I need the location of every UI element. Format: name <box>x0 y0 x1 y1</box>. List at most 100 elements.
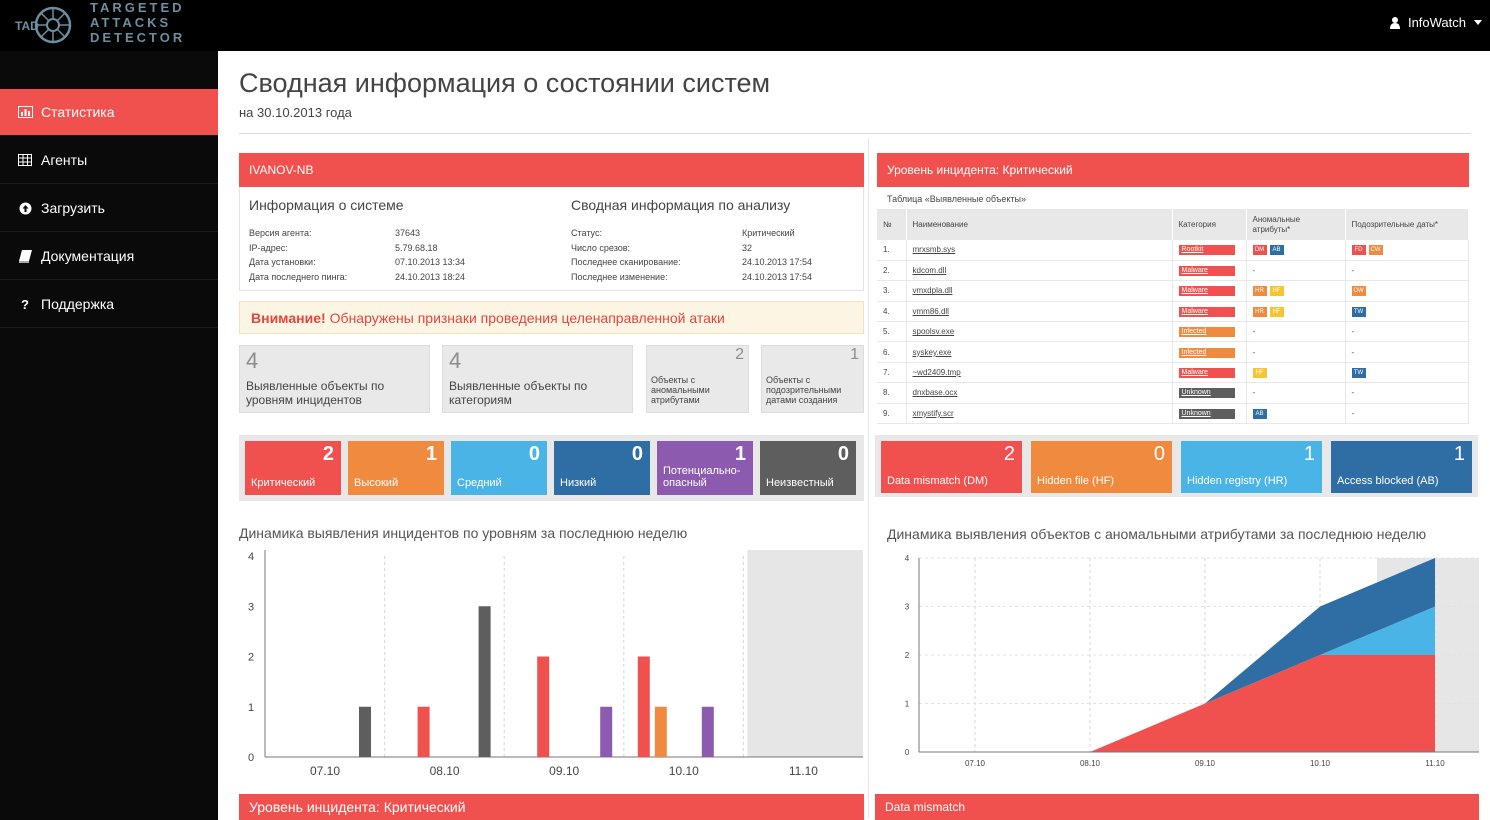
level-tile-high[interactable]: 1 Высокий <box>348 441 444 495</box>
object-name-link[interactable]: vmxdpla.dll <box>906 280 1173 302</box>
table-row[interactable]: 2. kdcom.dll Malware - - <box>877 260 1469 282</box>
table-row[interactable]: 1. mrxsmb.sys Rootkit DM AB FD CW <box>877 240 1469 261</box>
y-tick-label: 0 <box>905 748 910 757</box>
category-badge[interactable]: Malware <box>1178 368 1235 379</box>
object-name-link[interactable]: dnxbase.ocx <box>906 382 1173 404</box>
category-badge[interactable]: Malware <box>1178 286 1235 297</box>
attribute-badge[interactable]: HR <box>1252 306 1267 317</box>
category-badge[interactable]: Unknown <box>1178 388 1235 399</box>
host-header: IVANOV-NB <box>239 153 864 187</box>
table-row[interactable]: 9. xmystify.scr Unknown AB - <box>877 403 1469 425</box>
sidebar-item-label: Статистика <box>41 104 115 120</box>
object-name-link[interactable]: spoolsv.exe <box>906 321 1173 343</box>
level-tile-potential[interactable]: 1 Потенциально-опасный <box>657 441 753 495</box>
y-tick-label: 1 <box>905 700 910 709</box>
sidebar-item-statistics[interactable]: Статистика <box>0 89 218 136</box>
user-name: InfoWatch <box>1407 15 1466 30</box>
column-divider <box>868 138 869 818</box>
table-row[interactable]: 8. dnxbase.ocx Unknown - - <box>877 382 1469 404</box>
anomaly-tile-hidden-file[interactable]: 0 Hidden file (HF) <box>1031 441 1172 493</box>
category-badge[interactable]: Malware <box>1178 306 1235 317</box>
system-keys: Версия агента: IP-адрес: Дата установки: Да… <box>249 228 348 282</box>
host-info-panel: Информация о системе Сводная информация … <box>239 187 864 291</box>
attribute-badge[interactable]: HF <box>1269 306 1284 317</box>
anomaly-tile-hidden-registry[interactable]: 1 Hidden registry (HR) <box>1181 441 1322 493</box>
sidebar-item-label: Документация <box>41 248 135 264</box>
category-cell: Unknown <box>1172 403 1247 425</box>
sidebar-item-upload[interactable]: Загрузить <box>0 185 218 232</box>
bar <box>637 656 650 757</box>
column-header: Наименование <box>906 209 1173 240</box>
table-row[interactable]: 7. ~wd2409.tmp Malware HF TW <box>877 362 1469 384</box>
category-cell: Infected <box>1172 341 1247 363</box>
caret-down-icon <box>1474 20 1482 25</box>
category-badge[interactable]: Infected <box>1178 327 1235 338</box>
anomaly-tile-access-blocked[interactable]: 1 Access blocked (AB) <box>1331 441 1472 493</box>
attribute-badge[interactable]: OW <box>1351 286 1366 297</box>
objects-table-caption: Таблица «Выявленные объекты» <box>887 194 1027 204</box>
level-tile-unknown[interactable]: 0 Неизвестный <box>760 441 856 495</box>
table-row[interactable]: 4. vmm86.dll Malware HR HF TW <box>877 301 1469 323</box>
x-tick-label: 09.10 <box>549 764 579 778</box>
user-menu[interactable]: InfoWatch <box>1389 15 1482 30</box>
x-tick-label: 10.10 <box>1310 759 1331 768</box>
main-content: Сводная информация о состоянии систем на… <box>218 51 1490 820</box>
table-row[interactable]: 5. spoolsv.exe Infected - - <box>877 321 1469 343</box>
empty-dash: - <box>1351 266 1355 276</box>
divider <box>239 133 1471 134</box>
attribute-badge[interactable]: TW <box>1351 306 1366 317</box>
y-tick-label: 1 <box>248 702 254 714</box>
attribute-badge[interactable]: HR <box>1252 286 1267 297</box>
sidebar-item-documentation[interactable]: Документация <box>0 233 218 280</box>
attribute-badge[interactable]: HF <box>1269 286 1284 297</box>
table-row[interactable]: 6. syskey.exe Infected - - <box>877 341 1469 363</box>
category-badge[interactable]: Malware <box>1178 266 1235 277</box>
system-info-title: Информация о системе <box>249 197 404 213</box>
object-name-link[interactable]: xmystify.scr <box>906 403 1173 425</box>
sidebar-item-support[interactable]: ? Поддержка <box>0 281 218 328</box>
anomalous-attrs-cell: - <box>1246 321 1346 343</box>
empty-dash: - <box>1351 388 1355 398</box>
attribute-badge[interactable]: AB <box>1252 408 1267 419</box>
stat-by-levels[interactable]: 4 Выявленные объекты по уровням инцидент… <box>239 345 430 413</box>
table-row[interactable]: 3. vmxdpla.dll Malware HR HF OW <box>877 280 1469 302</box>
level-tile-low[interactable]: 0 Низкий <box>554 441 650 495</box>
page-subtitle: на 30.10.2013 года <box>239 105 352 120</box>
object-name-link[interactable]: syskey.exe <box>906 341 1173 363</box>
suspicious-dates-cell: TW <box>1345 301 1469 323</box>
attribute-badge[interactable]: TW <box>1351 368 1366 379</box>
stat-suspicious-dates[interactable]: 1 Объекты с подозрительными датами созда… <box>761 345 864 413</box>
attribute-badge[interactable]: CW <box>1368 245 1383 256</box>
book-icon <box>17 249 33 263</box>
attribute-badge[interactable]: FD <box>1351 245 1366 256</box>
system-values: 37643 5.79.68.18 07.10.2013 13:34 24.10.201… <box>395 228 466 282</box>
level-tile-medium[interactable]: 0 Средний <box>451 441 547 495</box>
bottom-incident-header: Уровень инцидента: Критический <box>239 794 864 820</box>
x-tick-label: 10.10 <box>669 764 699 778</box>
category-badge[interactable]: Unknown <box>1178 408 1235 419</box>
object-name-link[interactable]: kdcom.dll <box>906 260 1173 282</box>
logo-wordmark: TARGETED ATTACKS DETECTOR <box>90 0 186 45</box>
question-icon: ? <box>21 296 29 312</box>
x-tick-label: 08.10 <box>1080 759 1101 768</box>
object-name-link[interactable]: mrxsmb.sys <box>906 240 1173 261</box>
attribute-badge[interactable]: HF <box>1252 368 1267 379</box>
level-tile-critical[interactable]: 2 Критический <box>245 441 341 495</box>
stat-anomalous-attrs[interactable]: 2 Объекты с аномальными атрибутами <box>646 345 749 413</box>
object-name-link[interactable]: vmm86.dll <box>906 301 1173 323</box>
row-number: 3. <box>877 280 907 302</box>
attribute-badge[interactable]: AB <box>1269 245 1284 256</box>
category-badge[interactable]: Infected <box>1178 347 1235 358</box>
row-number: 9. <box>877 403 907 425</box>
row-number: 2. <box>877 260 907 282</box>
object-name-link[interactable]: ~wd2409.tmp <box>906 362 1173 384</box>
sidebar-item-agents[interactable]: Агенты <box>0 137 218 184</box>
category-badge[interactable]: Rootkit <box>1178 245 1235 256</box>
attribute-badge[interactable]: DM <box>1252 245 1267 256</box>
bar-chart-icon <box>17 106 33 118</box>
anomaly-tile-data-mismatch[interactable]: 2 Data mismatch (DM) <box>881 441 1022 493</box>
stat-by-categories[interactable]: 4 Выявленные объекты по категориям <box>442 345 633 413</box>
bar <box>537 656 550 757</box>
anomalous-attrs-cell: - <box>1246 260 1346 282</box>
